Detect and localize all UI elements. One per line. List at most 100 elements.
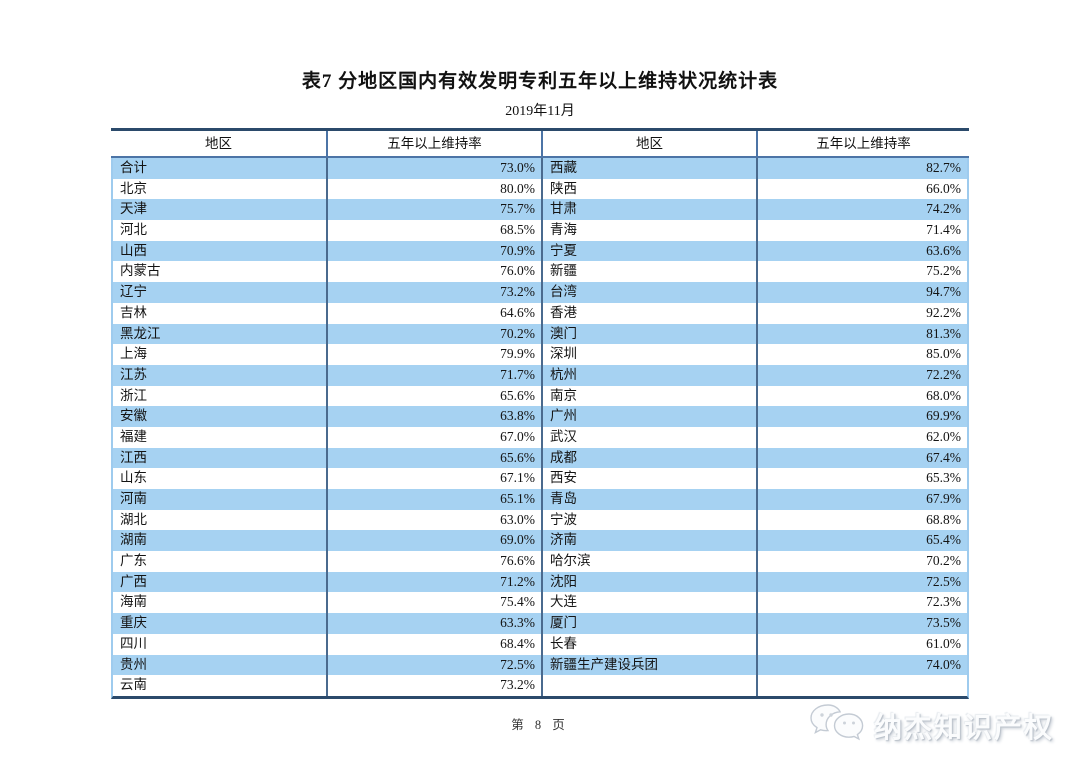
region-cell: 云南 — [120, 677, 147, 693]
rate-cell: 81.3% — [756, 323, 967, 345]
region-cell: 哈尔滨 — [541, 551, 756, 572]
region-cell: 福建 — [120, 428, 147, 444]
table-row: 北京 80.0% 陕西 66.0% — [113, 178, 967, 200]
rate-cell: 67.1% — [326, 468, 541, 489]
rate-cell: 65.1% — [326, 489, 541, 510]
region-cell: 南京 — [541, 385, 756, 407]
region-cell: 济南 — [541, 530, 756, 552]
rate-cell: 79.9% — [326, 344, 541, 365]
rate-cell: 76.6% — [326, 551, 541, 572]
region-cell: 武汉 — [541, 426, 756, 448]
rate-cell: 63.0% — [326, 509, 541, 531]
region-cell: 辽宁 — [120, 284, 147, 300]
rate-cell: 71.7% — [326, 364, 541, 386]
rate-cell: 75.7% — [326, 199, 541, 221]
rate-cell: 73.0% — [326, 158, 541, 179]
region-cell: 广西 — [120, 573, 147, 589]
table-row: 山西 70.9% 宁夏 63.6% — [113, 240, 967, 262]
region-cell: 新疆生产建设兵团 — [541, 654, 756, 676]
rate-cell: 70.2% — [756, 551, 967, 572]
statistics-table: 地区 五年以上维持率 地区 五年以上维持率 合计 73.0% 西藏 82.7% 北京 80… — [111, 128, 969, 699]
region-cell: 江苏 — [120, 366, 147, 382]
rate-cell: 73.5% — [756, 613, 967, 634]
region-cell: 浙江 — [120, 387, 147, 403]
rate-cell: 72.5% — [326, 654, 541, 676]
region-cell: 合计 — [120, 160, 147, 175]
rate-cell — [756, 675, 967, 696]
rate-cell: 70.2% — [326, 323, 541, 345]
region-cell: 山西 — [120, 242, 147, 258]
rate-cell: 66.0% — [756, 178, 967, 200]
table-row: 广东 76.6% 哈尔滨 70.2% — [113, 551, 967, 572]
table-row: 海南 75.4% 大连 72.3% — [113, 592, 967, 614]
rate-cell: 68.0% — [756, 385, 967, 407]
table-row: 云南 73.2% — [113, 675, 967, 696]
region-cell: 宁波 — [541, 509, 756, 531]
table-row: 江苏 71.7% 杭州 72.2% — [113, 364, 967, 386]
rate-cell: 65.3% — [756, 468, 967, 489]
region-cell: 大连 — [541, 592, 756, 614]
rate-cell: 72.5% — [756, 571, 967, 593]
rate-cell: 65.4% — [756, 530, 967, 552]
column-header: 地区 — [205, 136, 232, 151]
region-cell: 重庆 — [120, 615, 147, 631]
rate-cell: 62.0% — [756, 426, 967, 448]
region-cell: 广州 — [541, 406, 756, 427]
region-cell: 宁夏 — [541, 240, 756, 262]
rate-cell: 63.6% — [756, 240, 967, 262]
region-cell: 广东 — [120, 553, 147, 569]
region-cell: 沈阳 — [541, 571, 756, 593]
rate-cell: 63.8% — [326, 406, 541, 427]
rate-cell: 73.2% — [326, 282, 541, 303]
region-cell: 西藏 — [541, 158, 756, 179]
region-cell: 厦门 — [541, 613, 756, 634]
rate-cell: 71.2% — [326, 571, 541, 593]
rate-cell: 75.4% — [326, 592, 541, 614]
rate-cell: 71.4% — [756, 220, 967, 241]
table-row: 河南 65.1% 青岛 67.9% — [113, 489, 967, 510]
table-row: 四川 68.4% 长春 61.0% — [113, 633, 967, 655]
region-cell: 河北 — [120, 222, 147, 238]
rate-cell: 73.2% — [326, 675, 541, 696]
table-row: 山东 67.1% 西安 65.3% — [113, 468, 967, 489]
table-row: 黑龙江 70.2% 澳门 81.3% — [113, 323, 967, 345]
region-cell: 台湾 — [541, 282, 756, 303]
region-cell: 海南 — [120, 594, 147, 610]
rate-cell: 67.0% — [326, 426, 541, 448]
region-cell: 北京 — [120, 180, 147, 196]
region-cell: 天津 — [120, 201, 147, 217]
region-cell: 河南 — [120, 491, 147, 506]
rate-cell: 65.6% — [326, 447, 541, 469]
region-cell: 安徽 — [120, 408, 147, 424]
column-header: 五年以上维持率 — [756, 131, 969, 156]
table-header-row: 地区 五年以上维持率 地区 五年以上维持率 — [111, 128, 969, 158]
rate-cell: 74.0% — [756, 654, 967, 676]
table-row: 吉林 64.6% 香港 92.2% — [113, 302, 967, 324]
region-cell: 深圳 — [541, 344, 756, 365]
rate-cell: 67.9% — [756, 489, 967, 510]
table-row: 广西 71.2% 沈阳 72.5% — [113, 571, 967, 593]
region-cell: 四川 — [120, 635, 147, 651]
rate-cell: 80.0% — [326, 178, 541, 200]
rate-cell: 72.3% — [756, 592, 967, 614]
rate-cell: 76.0% — [326, 261, 541, 283]
region-cell: 山东 — [120, 470, 147, 486]
region-cell: 湖南 — [120, 532, 147, 548]
table-row: 福建 67.0% 武汉 62.0% — [113, 426, 967, 448]
table-row: 内蒙古 76.0% 新疆 75.2% — [113, 261, 967, 283]
region-cell: 黑龙江 — [120, 325, 161, 341]
region-cell: 成都 — [541, 447, 756, 469]
rate-cell: 68.8% — [756, 509, 967, 531]
table-row: 辽宁 73.2% 台湾 94.7% — [113, 282, 967, 303]
table-row: 湖北 63.0% 宁波 68.8% — [113, 509, 967, 531]
region-cell: 湖北 — [120, 511, 147, 527]
rate-cell: 64.6% — [326, 302, 541, 324]
region-cell: 陕西 — [541, 178, 756, 200]
rate-cell: 68.4% — [326, 633, 541, 655]
rate-cell: 72.2% — [756, 364, 967, 386]
rate-cell: 70.9% — [326, 240, 541, 262]
region-cell: 甘肃 — [541, 199, 756, 221]
column-header: 地区 — [541, 131, 756, 156]
page-number: 第 8 页 — [511, 718, 569, 732]
